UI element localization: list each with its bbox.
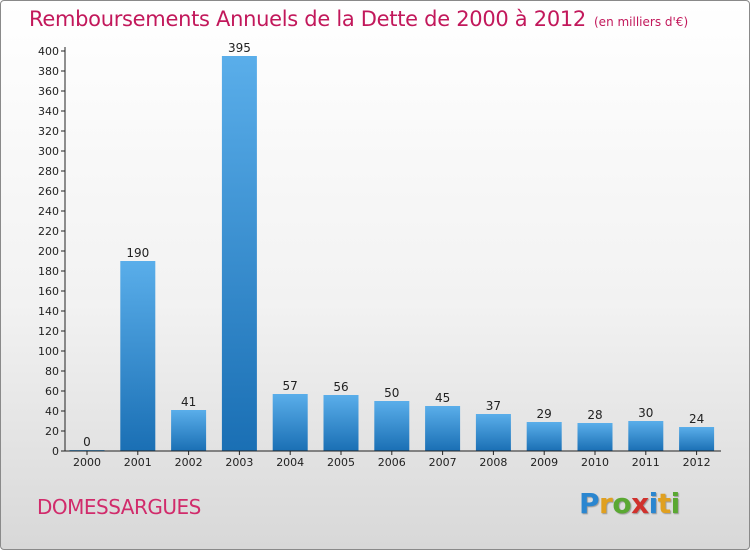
bar [374, 401, 410, 451]
y-tick-label: 380 [38, 65, 59, 78]
y-tick-label: 0 [52, 445, 59, 458]
y-tick-label: 80 [45, 365, 59, 378]
bar-value-label: 45 [435, 391, 450, 405]
x-tick-label: 2002 [175, 456, 203, 469]
bar-value-label: 28 [587, 408, 602, 422]
x-tick-label: 2005 [327, 456, 355, 469]
x-tick-label: 2009 [530, 456, 558, 469]
y-tick-label: 260 [38, 185, 59, 198]
bar-value-label: 37 [486, 399, 501, 413]
x-tick-label: 2010 [581, 456, 609, 469]
y-tick-label: 320 [38, 125, 59, 138]
bar-value-label: 50 [384, 386, 399, 400]
logo-letter: i [648, 487, 659, 520]
logo-letter: t [657, 487, 671, 520]
bar [628, 421, 664, 451]
y-tick-label: 360 [38, 85, 59, 98]
bar-value-label: 29 [537, 407, 552, 421]
bar [171, 410, 207, 451]
y-tick-label: 100 [38, 345, 59, 358]
bar [425, 406, 461, 451]
logo-letter: o [612, 487, 632, 520]
bar-value-label: 57 [283, 379, 298, 393]
x-tick-label: 2012 [683, 456, 711, 469]
chart-title-text: Remboursements Annuels de la Dette de 20… [29, 7, 586, 31]
x-tick-label: 2008 [479, 456, 507, 469]
x-tick-label: 2006 [378, 456, 406, 469]
bar [679, 427, 715, 451]
y-tick-label: 180 [38, 265, 59, 278]
y-tick-label: 200 [38, 245, 59, 258]
axes [64, 47, 721, 452]
y-tick-label: 240 [38, 205, 59, 218]
bar [120, 261, 156, 451]
commune-name: DOMESSARGUES [37, 495, 201, 519]
y-tick-label: 220 [38, 225, 59, 238]
bar-value-label: 56 [333, 380, 348, 394]
bar-value-label: 41 [181, 395, 196, 409]
x-tick-label: 2011 [632, 456, 660, 469]
y-axis-ticks: 0 20 40 60 80 100 120 140 160 180 200 220 240 260 280 3… [38, 45, 65, 458]
bar [526, 422, 562, 451]
y-tick-label: 20 [45, 425, 59, 438]
bar [475, 414, 511, 451]
bar-value-label: 30 [638, 406, 653, 420]
logo-letter: i [670, 487, 681, 520]
chart-subtitle: (en milliers d'€) [594, 15, 689, 29]
y-tick-label: 120 [38, 325, 59, 338]
x-tick-label: 2004 [276, 456, 304, 469]
x-axis-ticks: 2000 2001 2002 2003 2004 2005 2006 2007 2008 2009… [73, 451, 711, 469]
x-tick-label: 2003 [225, 456, 253, 469]
y-tick-label: 340 [38, 105, 59, 118]
y-tick-label: 140 [38, 305, 59, 318]
bar [577, 423, 613, 451]
y-tick-label: 300 [38, 145, 59, 158]
logo-letter: P [579, 487, 600, 520]
y-tick-label: 60 [45, 385, 59, 398]
bar-value-label: 24 [689, 412, 704, 426]
logo-letter: x [631, 487, 649, 520]
bar [323, 395, 359, 451]
bar [221, 56, 257, 451]
x-tick-label: 2007 [429, 456, 457, 469]
bar [272, 394, 308, 451]
x-tick-label: 2000 [73, 456, 101, 469]
bars: 0 190 41 395 57 56 50 45 37 29 28 30 24 [69, 41, 715, 451]
y-tick-label: 40 [45, 405, 59, 418]
y-tick-label: 400 [38, 45, 59, 58]
bar-value-label: 395 [228, 41, 251, 55]
logo-letter: r [599, 487, 613, 520]
bar-value-label: 0 [83, 435, 91, 449]
proxiti-logo[interactable]: Proxiti [579, 487, 680, 520]
bar-value-label: 190 [126, 246, 149, 260]
y-tick-label: 160 [38, 285, 59, 298]
y-tick-label: 280 [38, 165, 59, 178]
chart-title: Remboursements Annuels de la Dette de 20… [29, 7, 688, 31]
x-tick-label: 2001 [124, 456, 152, 469]
